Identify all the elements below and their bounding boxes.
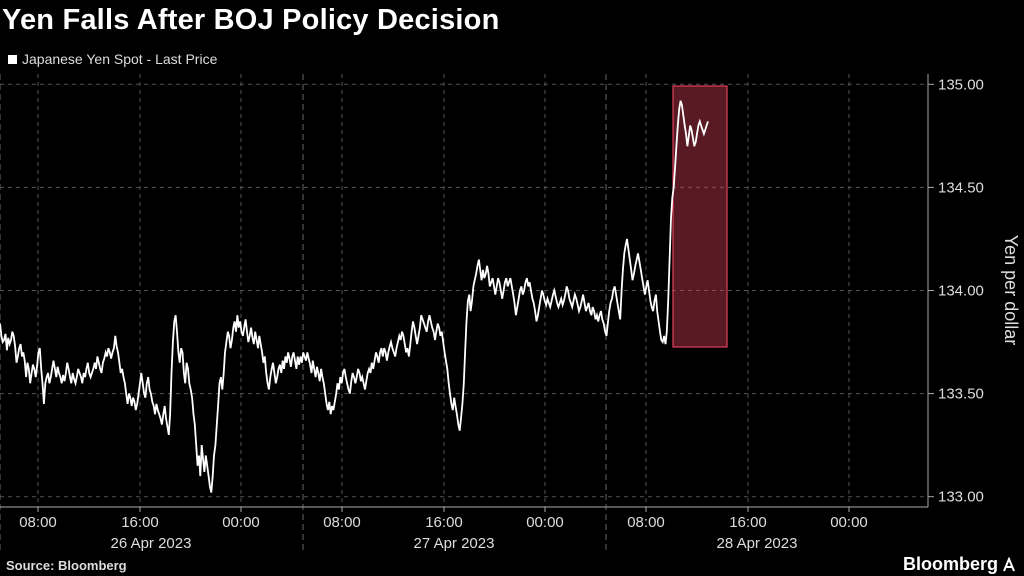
y-axis: 133.00 133.50 134.00 134.50 135.00 — [928, 76, 984, 506]
y-tick-label-0: 133.00 — [938, 489, 984, 506]
y-axis-label: Yen per dollar — [1001, 235, 1021, 345]
date-label-0: 26 Apr 2023 — [111, 535, 192, 552]
brand-name: Bloomberg — [902, 554, 998, 574]
x-tick-label-8: 00:00 — [830, 514, 868, 531]
source-note: Source: Bloomberg — [6, 558, 127, 573]
x-axis: 08:00 16:00 00:00 08:00 16:00 00:00 08:00 16:00… — [19, 507, 868, 531]
x-tick-label-3: 08:00 — [323, 514, 361, 531]
x-tick-label-5: 00:00 — [526, 514, 564, 531]
y-tick-label-4: 135.00 — [938, 76, 984, 93]
date-labels: 26 Apr 2023 27 Apr 2023 28 Apr 2023 — [111, 535, 798, 552]
chart-title: Yen Falls After BOJ Policy Decision — [2, 4, 500, 36]
date-label-1: 27 Apr 2023 — [414, 535, 495, 552]
y-tick-label-3: 134.50 — [938, 179, 984, 196]
legend-label: Japanese Yen Spot - Last Price — [22, 51, 218, 67]
bloomberg-logo: Bloomberg — [903, 554, 1016, 575]
x-tick-label-7: 16:00 — [729, 514, 767, 531]
y-tick-label-2: 134.00 — [938, 283, 984, 300]
x-tick-label-2: 00:00 — [222, 514, 260, 531]
grid — [0, 74, 929, 552]
legend: Japanese Yen Spot - Last Price — [8, 51, 217, 67]
legend-swatch — [8, 54, 17, 64]
date-label-2: 28 Apr 2023 — [717, 535, 798, 552]
x-tick-label-1: 16:00 — [121, 514, 159, 531]
series-line — [0, 100, 709, 493]
bloomberg-terminal-icon — [1003, 556, 1015, 571]
x-tick-label-6: 08:00 — [627, 514, 665, 531]
x-tick-label-0: 08:00 — [19, 514, 57, 531]
x-tick-label-4: 16:00 — [425, 514, 463, 531]
y-tick-label-1: 133.50 — [938, 386, 984, 403]
boj-decision-highlight — [672, 85, 728, 348]
